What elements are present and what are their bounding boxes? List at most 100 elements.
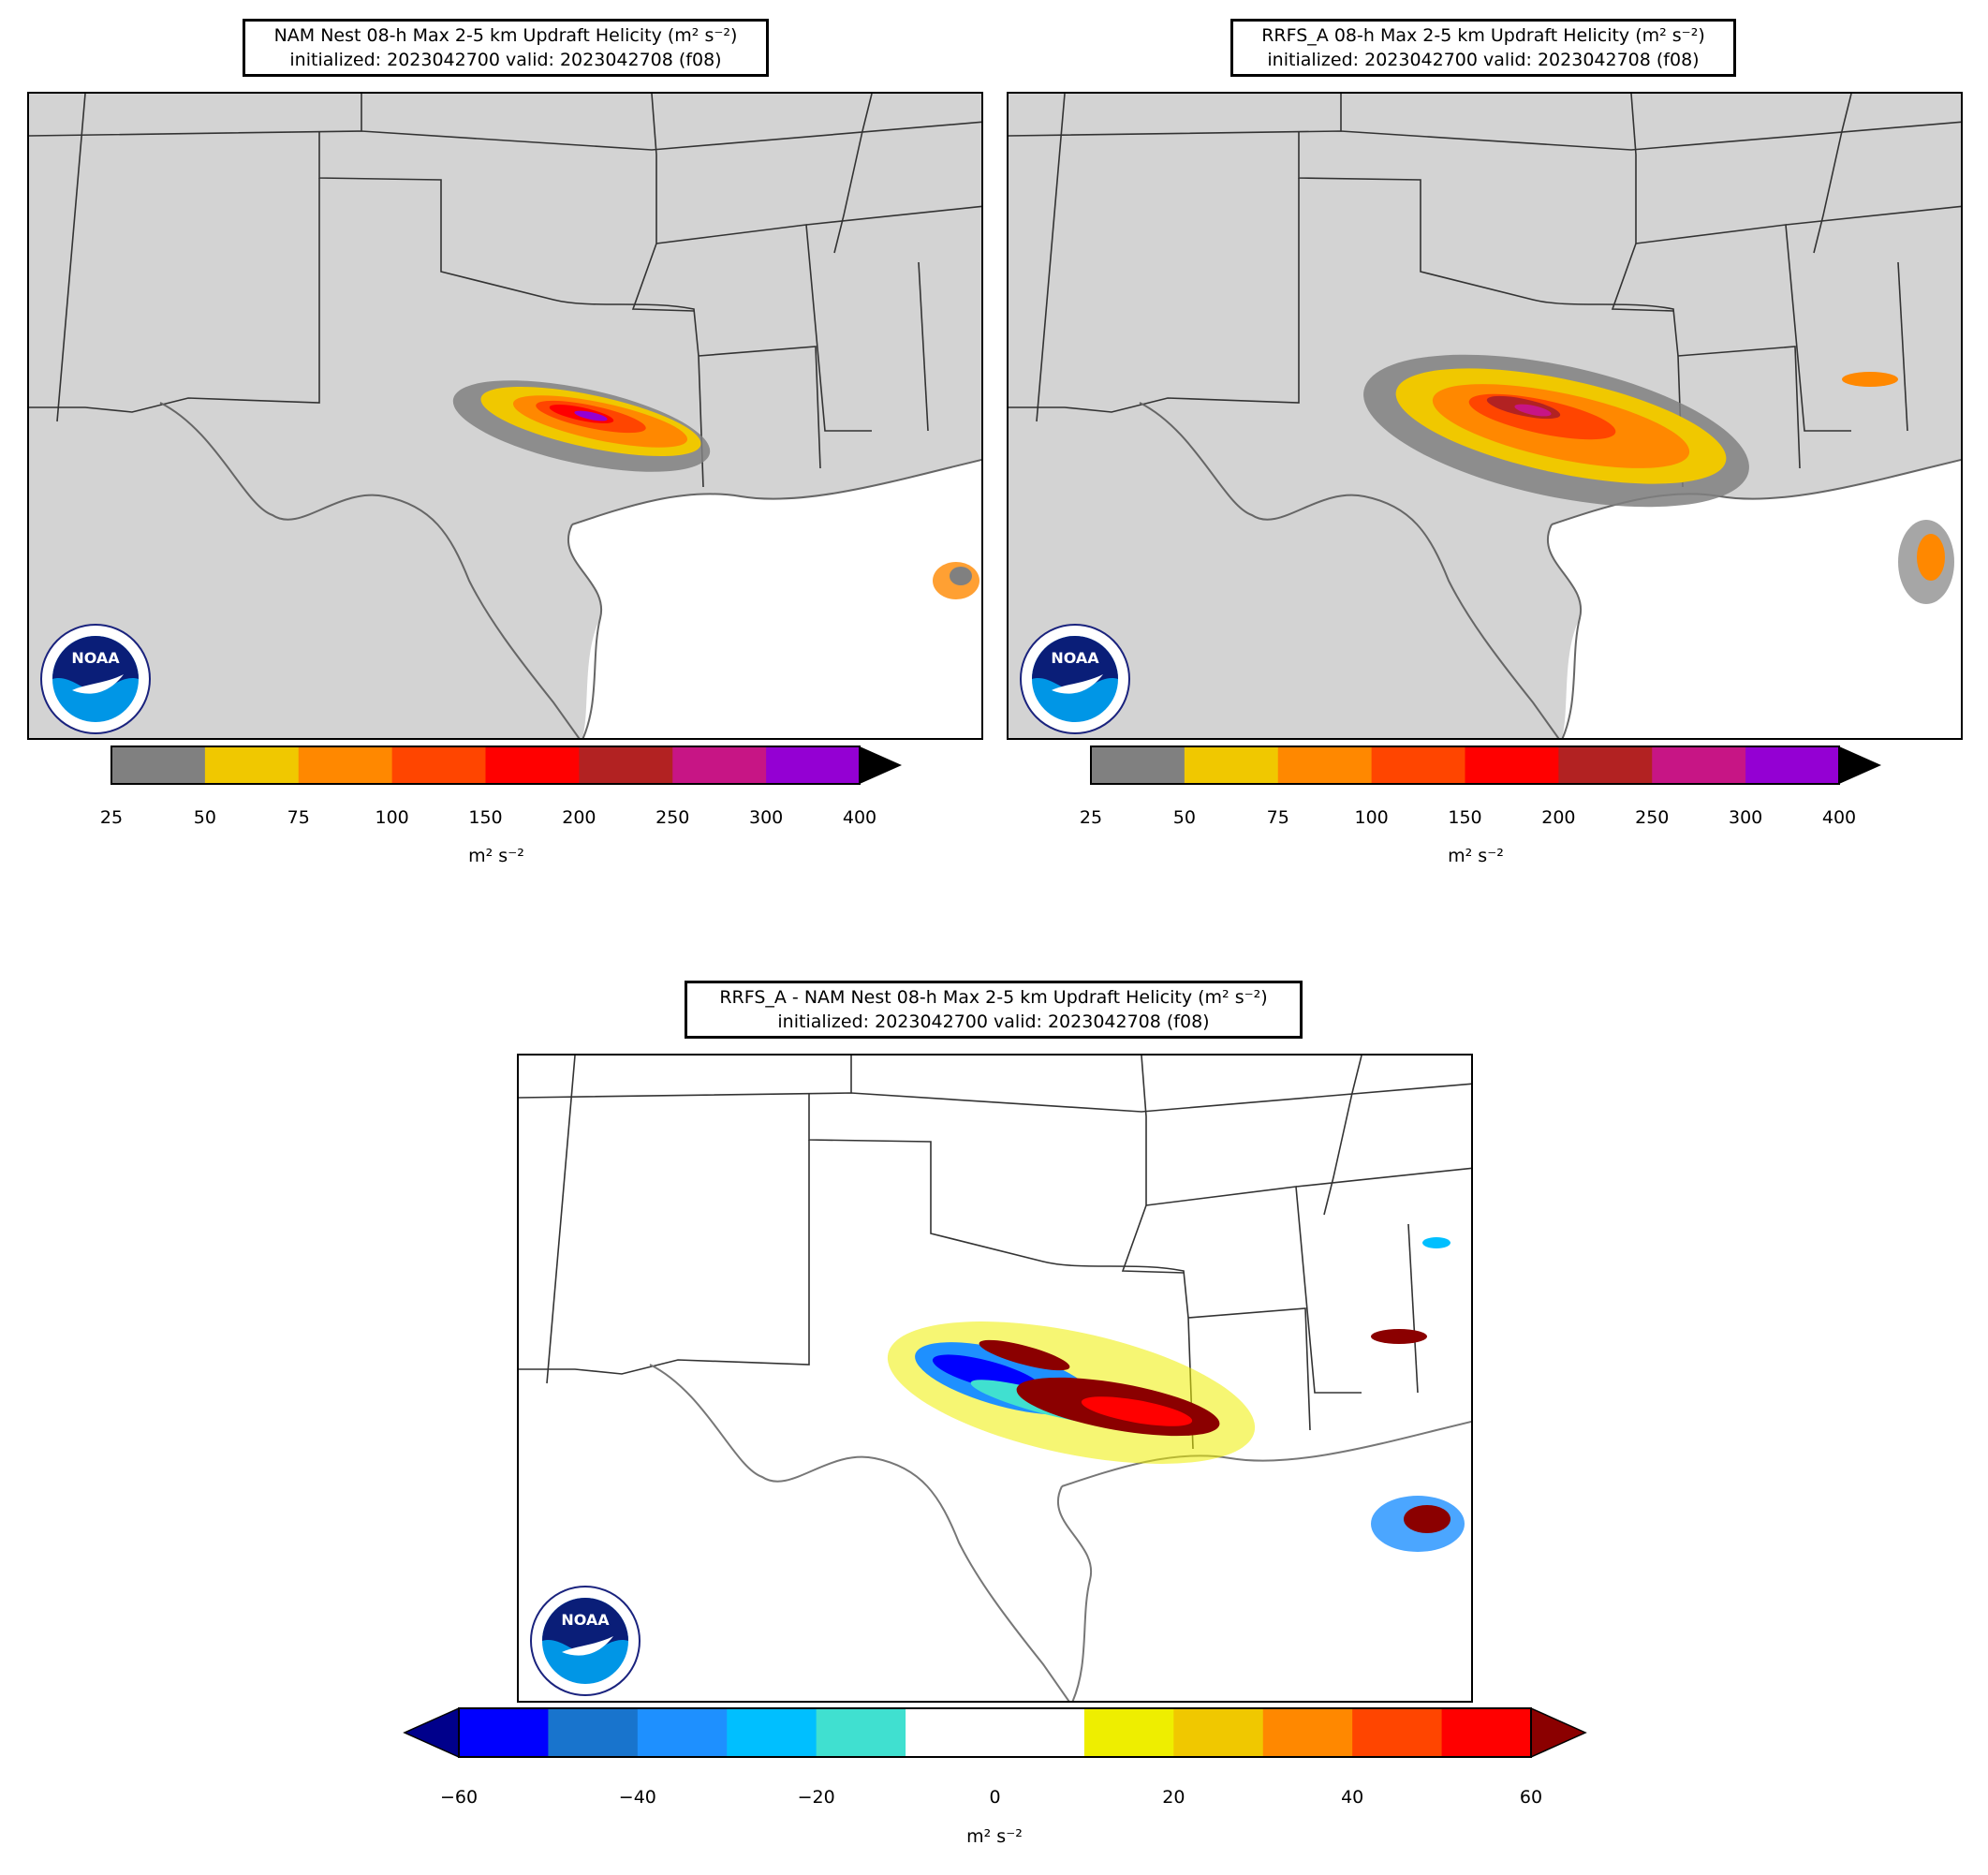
- colorbar-segment: [1262, 1708, 1353, 1757]
- colorbar-segment: [298, 746, 393, 784]
- diff-colorbar-extend-low: [403, 1706, 460, 1759]
- colorbar-segment: [1277, 746, 1373, 784]
- diff-colorbar: [403, 1706, 1587, 1759]
- colorbar-tick-label: 20: [1162, 1787, 1185, 1808]
- colorbar-segment: [727, 1708, 817, 1757]
- noaa-logo-text: NOAA: [561, 1611, 610, 1629]
- colorbar-tick-label: 150: [1448, 807, 1482, 828]
- rrfs-uh-swath: [1363, 354, 1954, 604]
- colorbar-segment: [1558, 746, 1653, 784]
- colorbar-segment: [672, 746, 767, 784]
- colorbar-tick-label: 200: [1541, 807, 1576, 828]
- noaa-logo: NOAA: [1014, 623, 1136, 735]
- colorbar-segment: [204, 746, 300, 784]
- rrfs-map: NOAA: [1007, 92, 1963, 740]
- nam-map: NOAA: [27, 92, 983, 740]
- noaa-logo: NOAA: [35, 623, 156, 735]
- rrfs-colorbar-extend: [1839, 746, 1881, 784]
- rrfs-title-line2: initialized: 2023042700 valid: 202304270…: [1267, 50, 1700, 70]
- diff-uh-field: [887, 1237, 1465, 1552]
- diff-colorbar-segments: [459, 1708, 1532, 1757]
- nam-title-line2: initialized: 2023042700 valid: 202304270…: [289, 50, 722, 70]
- colorbar-tick-label: 100: [1354, 807, 1389, 828]
- noaa-logo-text: NOAA: [71, 649, 120, 667]
- colorbar-tick-label: −20: [797, 1787, 835, 1808]
- colorbar-tick-label: 75: [287, 807, 310, 828]
- colorbar-tick-label: −40: [618, 1787, 656, 1808]
- coastline: [571, 458, 981, 525]
- diff-map: NOAA: [517, 1054, 1473, 1703]
- nam-colorbar-segments: [111, 746, 861, 784]
- colorbar-tick-label: 200: [562, 807, 596, 828]
- colorbar-segment: [1745, 746, 1840, 784]
- colorbar-segment: [1091, 746, 1185, 784]
- colorbar-segment: [637, 1708, 728, 1757]
- state-borders: [29, 94, 981, 488]
- rrfs-map-svg: [1009, 94, 1961, 738]
- colorbar-segment: [1465, 746, 1559, 784]
- noaa-logo-text: NOAA: [1051, 649, 1099, 667]
- diff-colorbar-extend-high: [1530, 1706, 1587, 1759]
- colorbar-tick-label: 50: [1172, 807, 1196, 828]
- colorbar-tick-label: 25: [1079, 807, 1103, 828]
- colorbar-segment: [1083, 1708, 1174, 1757]
- texas-outline: [649, 1364, 1070, 1701]
- colorbar-tick-label: 0: [989, 1787, 1001, 1808]
- rrfs-title-line1: RRFS_A 08-h Max 2-5 km Updraft Helicity …: [1261, 25, 1705, 46]
- colorbar-segment: [111, 746, 206, 784]
- colorbar-segment: [459, 1708, 549, 1757]
- colorbar-segment: [994, 1708, 1085, 1757]
- colorbar-tick-label: 150: [468, 807, 503, 828]
- nam-colorbar-extend: [860, 746, 902, 784]
- diff-title-line1: RRFS_A - NAM Nest 08-h Max 2-5 km Updraf…: [719, 987, 1268, 1008]
- colorbar-segment: [548, 1708, 639, 1757]
- colorbar-segment: [485, 746, 580, 784]
- nam-map-svg: [29, 94, 981, 738]
- rrfs-colorbar-label: m² s⁻²: [1448, 846, 1504, 866]
- gulf-water: [1547, 459, 1961, 738]
- coastline: [1061, 1420, 1471, 1487]
- colorbar-tick-label: 400: [842, 807, 877, 828]
- colorbar-segment: [391, 746, 486, 784]
- colorbar-segment: [1441, 1708, 1532, 1757]
- nam-title-line1: NAM Nest 08-h Max 2-5 km Updraft Helicit…: [273, 25, 738, 46]
- colorbar-segment: [1352, 1708, 1443, 1757]
- diff-map-svg: [519, 1056, 1471, 1701]
- nam-uh-swath: [452, 380, 979, 599]
- colorbar-tick-label: 25: [99, 807, 124, 828]
- diff-title-line2: initialized: 2023042700 valid: 202304270…: [777, 1011, 1210, 1032]
- colorbar-segment: [906, 1708, 995, 1757]
- texas-coast: [567, 524, 603, 738]
- colorbar-segment: [579, 746, 673, 784]
- colorbar-tick-label: 50: [193, 807, 216, 828]
- diff-title-box: RRFS_A - NAM Nest 08-h Max 2-5 km Updraf…: [685, 981, 1303, 1039]
- colorbar-segment: [1184, 746, 1279, 784]
- colorbar-tick-label: 300: [1728, 807, 1763, 828]
- texas-coast: [1546, 524, 1583, 738]
- nam-title-box: NAM Nest 08-h Max 2-5 km Updraft Helicit…: [243, 19, 769, 77]
- nam-colorbar: [110, 746, 902, 785]
- colorbar-tick-label: 100: [375, 807, 409, 828]
- rrfs-title-box: RRFS_A 08-h Max 2-5 km Updraft Helicity …: [1230, 19, 1736, 77]
- colorbar-segment: [1371, 746, 1465, 784]
- texas-coast: [1056, 1485, 1093, 1701]
- state-borders: [519, 1056, 1471, 1450]
- colorbar-tick-label: −60: [439, 1787, 479, 1808]
- rrfs-colorbar: [1090, 746, 1881, 785]
- colorbar-tick-label: 400: [1821, 807, 1857, 828]
- colorbar-segment: [816, 1708, 906, 1757]
- colorbar-segment: [1652, 746, 1746, 784]
- colorbar-tick-label: 300: [748, 807, 784, 828]
- state-borders: [1009, 94, 1961, 488]
- colorbar-tick-label: 60: [1519, 1787, 1543, 1808]
- colorbar-segment: [1173, 1708, 1264, 1757]
- diff-colorbar-label: m² s⁻²: [966, 1826, 1023, 1847]
- colorbar-segment: [766, 746, 861, 784]
- gulf-water: [567, 459, 981, 738]
- coastline: [1551, 458, 1961, 525]
- rrfs-colorbar-segments: [1091, 746, 1840, 784]
- colorbar-tick-label: 75: [1266, 807, 1289, 828]
- colorbar-tick-label: 250: [1635, 807, 1670, 828]
- noaa-logo: NOAA: [524, 1585, 646, 1697]
- texas-outline: [159, 402, 581, 738]
